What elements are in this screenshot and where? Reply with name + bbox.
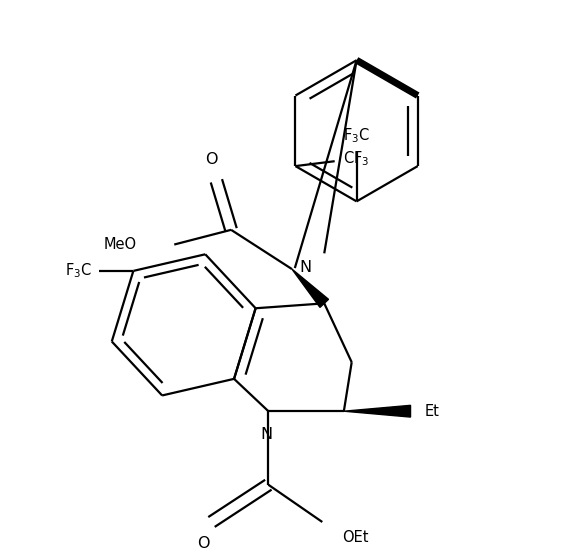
Text: Et: Et (424, 404, 439, 419)
Text: F$_3$C: F$_3$C (343, 126, 370, 145)
Text: F$_3$C: F$_3$C (65, 261, 92, 280)
Polygon shape (292, 269, 328, 307)
Text: O: O (198, 536, 210, 551)
Polygon shape (344, 406, 410, 417)
Text: MeO: MeO (104, 237, 137, 252)
Text: CF$_3$: CF$_3$ (343, 149, 369, 168)
Text: N: N (300, 260, 312, 275)
Text: O: O (205, 152, 218, 167)
Text: OEt: OEt (342, 530, 368, 545)
Text: N: N (260, 427, 273, 442)
